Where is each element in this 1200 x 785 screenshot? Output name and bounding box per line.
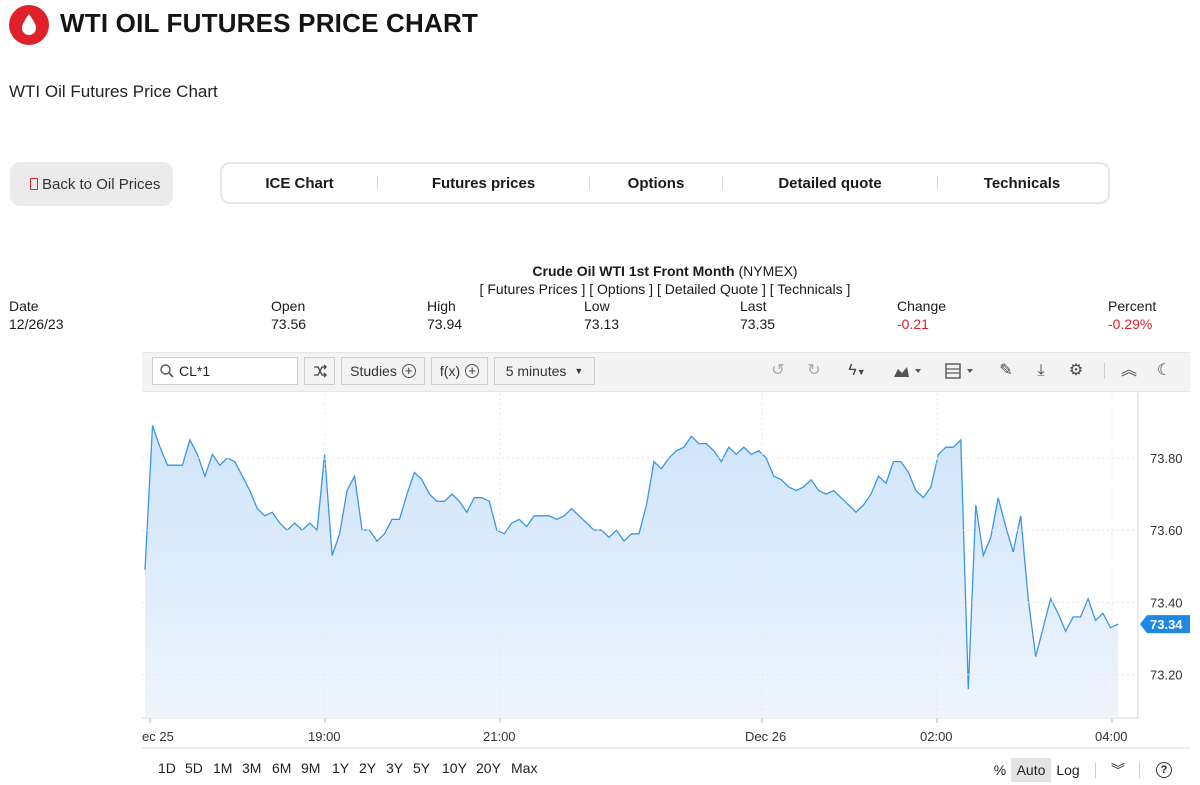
redo-icon[interactable]: ↻	[807, 362, 821, 379]
tab-bar: ICE Chart Futures prices Options Detaile…	[220, 162, 1110, 204]
plus-circle-icon: +	[401, 364, 416, 378]
page-subtitle: WTI Oil Futures Price Chart	[9, 82, 218, 101]
range-button[interactable]: 9M	[301, 760, 321, 776]
x-tick-label: 04:00	[1095, 729, 1128, 744]
moon-icon[interactable]: ☾	[1156, 362, 1172, 379]
range-button[interactable]: 10Y	[442, 760, 467, 776]
y-tick-label: 73.40	[1150, 595, 1183, 610]
search-icon	[160, 364, 174, 378]
low-label: Low	[584, 298, 610, 314]
layout-button[interactable]	[945, 363, 979, 379]
change-value: -0.21	[897, 316, 929, 332]
studies-button[interactable]: Studies +	[341, 357, 425, 385]
x-tick-label: 21:00	[483, 729, 516, 744]
expand-down-icon[interactable]: ︾	[1111, 762, 1125, 778]
last-price-marker	[1140, 615, 1190, 634]
functions-label: f(x)	[439, 363, 461, 379]
tab-ice-chart[interactable]: ICE Chart	[265, 174, 334, 192]
quote-links[interactable]: [ Futures Prices ] [ Options ] [ Detaile…	[479, 281, 851, 297]
range-button[interactable]: 1D	[158, 760, 176, 776]
symbol-search-input[interactable]: CL*1	[152, 357, 298, 385]
tab-divider	[722, 176, 723, 190]
range-button[interactable]: 5Y	[413, 760, 431, 776]
back-icon	[30, 178, 38, 190]
last-value: 73.35	[740, 316, 776, 332]
date-value: 12/26/23	[9, 316, 64, 332]
bottom-divider	[1095, 762, 1096, 778]
gear-icon[interactable]: ⚙	[1068, 362, 1084, 379]
tab-technicals[interactable]: Technicals	[983, 174, 1061, 192]
y-tick-label: 73.20	[1150, 668, 1183, 683]
x-tick-label: ec 25	[142, 729, 174, 744]
studies-label: Studies	[350, 363, 397, 379]
help-icon[interactable]: ?	[1154, 758, 1174, 782]
interval-select[interactable]: 5 minutes ▼	[494, 357, 595, 385]
percent-label: Percent	[1108, 298, 1157, 314]
percent-value: -0.29%	[1108, 316, 1153, 332]
bottom-divider	[1139, 762, 1140, 778]
tab-futures-prices[interactable]: Futures prices	[431, 174, 536, 192]
compare-button[interactable]	[304, 357, 335, 385]
auto-scale-button[interactable]: Auto	[1011, 758, 1051, 782]
log-scale-button[interactable]: Log	[1056, 762, 1080, 778]
price-line	[144, 425, 1119, 690]
x-tick-label: Dec 26	[745, 729, 786, 744]
range-button[interactable]: 3Y	[386, 760, 404, 776]
y-axis: 73.80 73.60 73.40 73.20	[142, 451, 1183, 683]
range-button[interactable]: 1Y	[332, 760, 350, 776]
instrument-exchange: (NYMEX)	[738, 263, 798, 279]
date-label: Date	[9, 298, 39, 314]
undo-icon[interactable]: ↺	[771, 362, 785, 379]
chart-type-button[interactable]	[893, 363, 927, 379]
tab-options[interactable]: Options	[627, 174, 685, 192]
tab-divider	[589, 176, 590, 190]
x-tick-label: 19:00	[308, 729, 341, 744]
range-button[interactable]: 1M	[213, 760, 233, 776]
functions-button[interactable]: f(x) +	[431, 357, 488, 385]
tab-divider	[377, 176, 378, 190]
instrument-heading: Crude Oil WTI 1st Front Month (NYMEX)	[400, 263, 930, 279]
range-button[interactable]: 3M	[242, 760, 262, 776]
page-title: WTI OIL FUTURES PRICE CHART	[60, 8, 479, 38]
plus-circle-icon: +	[465, 364, 480, 378]
drop-icon	[22, 14, 36, 35]
lightning-icon[interactable]: ϟ▼	[848, 362, 866, 379]
y-tick-label: 73.80	[1150, 451, 1183, 466]
instrument-name: Crude Oil WTI 1st Front Month	[532, 263, 735, 279]
chart-type-icon	[894, 367, 921, 377]
range-button[interactable]: 5D	[185, 760, 203, 776]
change-label: Change	[897, 298, 947, 314]
percent-scale-button[interactable]: %	[993, 762, 1007, 778]
caret-down-icon: ▼	[574, 366, 584, 376]
layout-icon	[945, 363, 973, 379]
range-button[interactable]: 2Y	[359, 760, 377, 776]
x-axis: ec 25 19:00 21:00 Dec 26 02:00 04:00	[142, 393, 1128, 744]
price-area-fill	[145, 425, 1118, 718]
collapse-icon[interactable]: ︽	[1120, 362, 1137, 379]
range-button[interactable]: Max	[511, 760, 538, 776]
tab-divider	[937, 176, 938, 190]
high-value: 73.94	[427, 316, 463, 332]
toolbar-divider	[1104, 363, 1105, 379]
x-tick-label: 02:00	[920, 729, 953, 744]
range-button[interactable]: 20Y	[476, 760, 501, 776]
range-button[interactable]: 6M	[272, 760, 292, 776]
last-price-tag: 73.34	[1140, 615, 1190, 634]
low-value: 73.13	[584, 316, 620, 332]
interval-label: 5 minutes	[505, 363, 567, 379]
open-value: 73.56	[271, 316, 307, 332]
tab-detailed-quote[interactable]: Detailed quote	[778, 174, 882, 192]
shuffle-icon	[313, 364, 327, 378]
last-price-label: 73.34	[1150, 617, 1183, 632]
pencil-icon[interactable]: ✎	[999, 362, 1013, 379]
high-label: High	[427, 298, 456, 314]
oil-drop-logo	[9, 5, 49, 45]
download-icon[interactable]: ⤓	[1037, 362, 1045, 379]
back-button-label: Back to Oil Prices	[42, 175, 161, 193]
open-label: Open	[271, 298, 306, 314]
last-label: Last	[740, 298, 767, 314]
symbol-value: CL*1	[179, 363, 211, 379]
y-tick-label: 73.60	[1150, 523, 1183, 538]
